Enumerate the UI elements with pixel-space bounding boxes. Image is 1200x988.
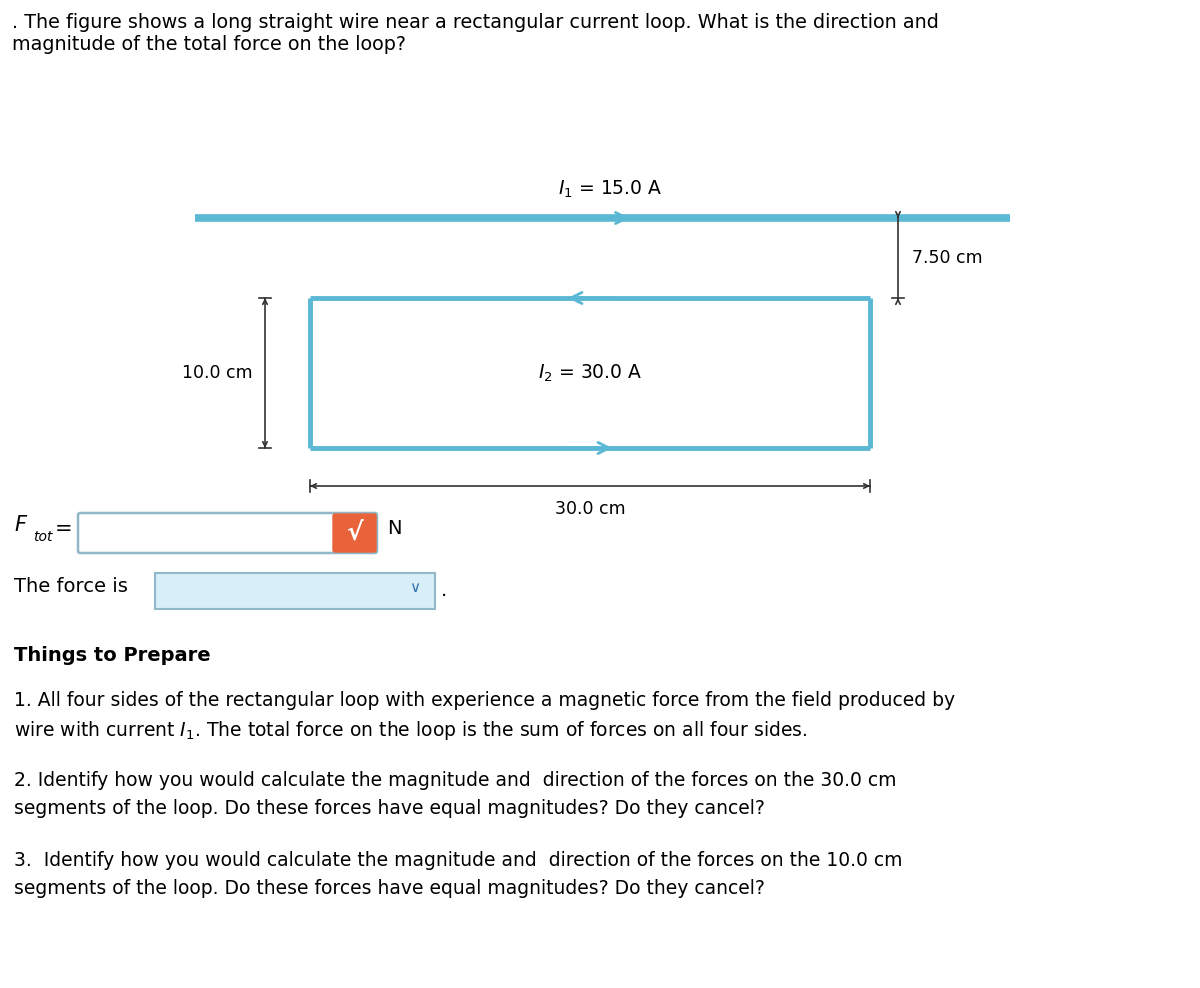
Text: =: =	[55, 519, 73, 539]
Text: 7.50 cm: 7.50 cm	[912, 249, 983, 267]
Text: $I_1$ = 15.0 A: $I_1$ = 15.0 A	[558, 179, 662, 200]
Text: Things to Prepare: Things to Prepare	[14, 646, 211, 665]
Text: . The figure shows a long straight wire near a rectangular current loop. What is: . The figure shows a long straight wire …	[12, 13, 938, 32]
Text: $I_2$ = 30.0 A: $I_2$ = 30.0 A	[538, 363, 642, 383]
Text: The force is: The force is	[14, 578, 128, 597]
FancyBboxPatch shape	[334, 514, 376, 552]
Text: segments of the loop. Do these forces have equal magnitudes? Do they cancel?: segments of the loop. Do these forces ha…	[14, 799, 764, 818]
FancyBboxPatch shape	[78, 513, 377, 553]
Text: 30.0 cm: 30.0 cm	[554, 500, 625, 518]
Text: magnitude of the total force on the loop?: magnitude of the total force on the loop…	[12, 35, 406, 54]
Text: 1. All four sides of the rectangular loop with experience a magnetic force from : 1. All four sides of the rectangular loo…	[14, 691, 955, 710]
Text: 10.0 cm: 10.0 cm	[182, 364, 253, 382]
Text: segments of the loop. Do these forces have equal magnitudes? Do they cancel?: segments of the loop. Do these forces ha…	[14, 879, 764, 898]
Text: .: .	[442, 582, 448, 601]
Text: $F$: $F$	[14, 515, 29, 535]
Text: N: N	[386, 520, 402, 538]
Text: wire with current $I_1$. The total force on the loop is the sum of forces on all: wire with current $I_1$. The total force…	[14, 719, 808, 742]
Text: √: √	[346, 521, 362, 545]
Text: ∨: ∨	[409, 580, 420, 595]
Text: 3.  Identify how you would calculate the magnitude and  direction of the forces : 3. Identify how you would calculate the …	[14, 851, 902, 870]
Text: 2. Identify how you would calculate the magnitude and  direction of the forces o: 2. Identify how you would calculate the …	[14, 771, 896, 790]
FancyBboxPatch shape	[155, 573, 436, 609]
Text: tot: tot	[34, 530, 53, 544]
